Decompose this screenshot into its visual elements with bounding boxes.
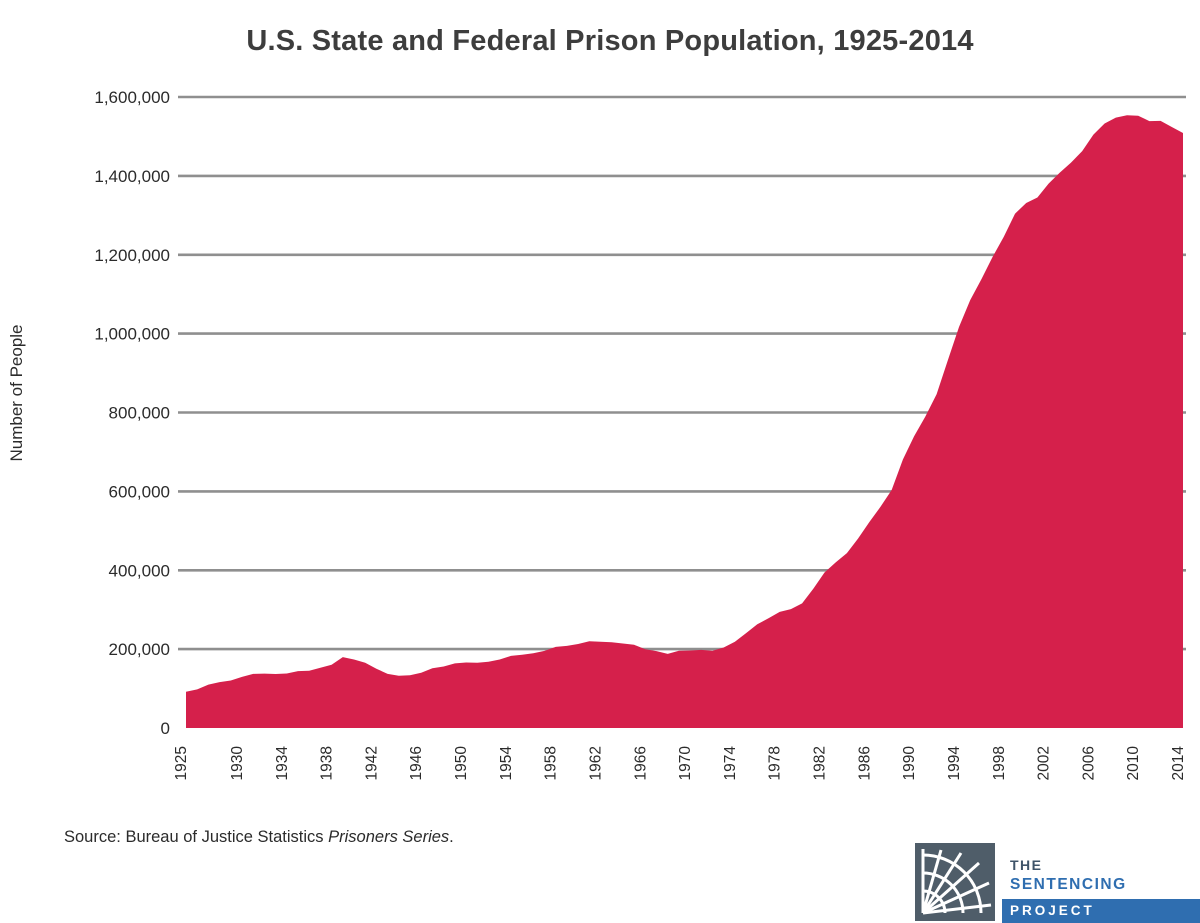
svg-text:1954: 1954 — [498, 746, 515, 781]
svg-text:800,000: 800,000 — [109, 404, 170, 423]
svg-text:1930: 1930 — [229, 746, 246, 781]
svg-text:2010: 2010 — [1125, 746, 1142, 781]
svg-text:1962: 1962 — [588, 746, 605, 780]
logo-line-sentencing: SENTENCING — [1010, 876, 1127, 893]
svg-text:2002: 2002 — [1036, 746, 1053, 780]
svg-text:1958: 1958 — [543, 746, 560, 780]
source-text: Source: Bureau of Justice Statistics — [64, 828, 329, 846]
source-note: Source: Bureau of Justice Statistics Pri… — [64, 828, 454, 847]
svg-text:600,000: 600,000 — [109, 482, 170, 501]
svg-text:2014: 2014 — [1170, 746, 1187, 781]
fan-pattern-icon — [921, 849, 992, 915]
svg-text:1966: 1966 — [632, 746, 649, 780]
prison-population-area-chart: 0 200,000 400,000 600,000 800,000 1,000,000 1,… — [94, 88, 1187, 781]
svg-text:1,000,000: 1,000,000 — [94, 325, 170, 344]
svg-text:2006: 2006 — [1080, 746, 1097, 780]
svg-text:1986: 1986 — [856, 746, 873, 780]
logo-text: THE SENTENCING PROJECT — [1002, 857, 1200, 923]
svg-text:1925: 1925 — [173, 746, 190, 780]
logo-line-project: PROJECT — [1002, 899, 1200, 923]
x-tick-labels: 1925 1930 1934 1938 1942 1946 1950 1954 1958 1962… — [173, 746, 1187, 781]
svg-text:1,200,000: 1,200,000 — [94, 246, 170, 265]
svg-text:1990: 1990 — [901, 746, 918, 781]
source-period: . — [449, 828, 454, 846]
sentencing-project-logo: THE SENTENCING PROJECT — [915, 843, 1200, 923]
svg-text:400,000: 400,000 — [109, 561, 170, 580]
svg-text:1946: 1946 — [408, 746, 425, 780]
svg-text:1982: 1982 — [812, 746, 829, 780]
y-tick-labels: 0 200,000 400,000 600,000 800,000 1,000,000 1,… — [94, 88, 170, 738]
source-series-name: Prisoners Series — [328, 828, 450, 846]
svg-text:200,000: 200,000 — [109, 640, 170, 659]
logo-fan-icon — [915, 843, 995, 921]
svg-text:0: 0 — [161, 719, 170, 738]
gridlines — [178, 95, 1186, 651]
svg-text:1934: 1934 — [274, 746, 291, 781]
area-series — [186, 115, 1183, 729]
svg-text:1978: 1978 — [767, 746, 784, 780]
svg-text:1998: 1998 — [991, 746, 1008, 780]
svg-text:1970: 1970 — [677, 746, 694, 781]
svg-text:1950: 1950 — [453, 746, 470, 781]
svg-text:1994: 1994 — [946, 746, 963, 781]
svg-text:1974: 1974 — [722, 746, 739, 781]
svg-text:1,400,000: 1,400,000 — [94, 167, 170, 186]
chart-title: U.S. State and Federal Prison Population… — [246, 25, 974, 58]
svg-text:1,600,000: 1,600,000 — [94, 88, 170, 107]
svg-text:1942: 1942 — [363, 746, 380, 780]
svg-text:1938: 1938 — [319, 746, 336, 780]
logo-line-the: THE — [1010, 857, 1043, 873]
